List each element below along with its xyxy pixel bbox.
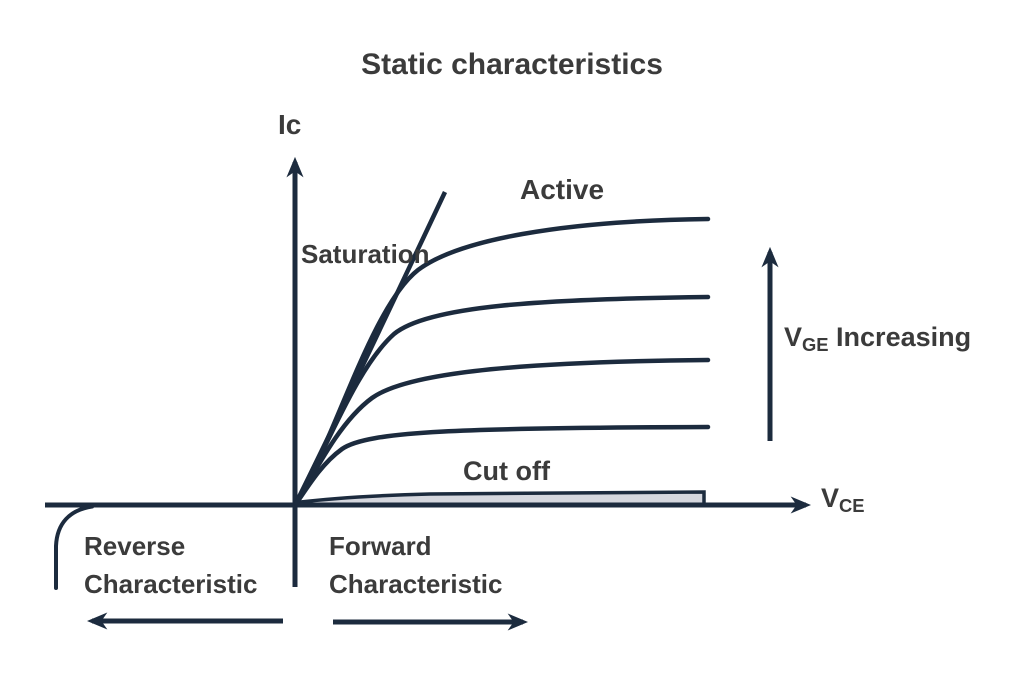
diagram-title: Static characteristics <box>361 48 663 81</box>
cutoff-region-label: Cut off <box>463 456 550 486</box>
reverse-characteristic-line2: Characteristic <box>84 569 258 599</box>
reverse-characteristic-curve <box>54 504 94 590</box>
forward-characteristic-line2: Characteristic <box>329 569 503 599</box>
cutoff-region-fill <box>296 492 704 504</box>
vge-increasing-label: VGE Increasing <box>784 322 972 356</box>
cutoff-region-border <box>295 490 706 505</box>
vge-label-text: Increasing <box>828 322 972 352</box>
reverse-characteristic-label: Reverse Characteristic <box>84 527 257 603</box>
forward-characteristic-label: Forward Characteristic <box>329 527 502 603</box>
vge-curve-2 <box>293 357 711 507</box>
x-axis-label: VCE <box>821 483 865 517</box>
vge-label-subscript: GE <box>802 334 829 356</box>
y-axis-label: Ic <box>278 109 302 140</box>
reverse-characteristic-line1: Reverse <box>84 531 186 561</box>
x-axis-label-base: V <box>821 483 840 513</box>
saturation-region-label: Saturation <box>301 239 430 269</box>
x-axis-label-subscript: CE <box>839 495 865 517</box>
vge-curve-1 <box>293 424 711 507</box>
forward-characteristic-line1: Forward <box>329 531 432 561</box>
vge-label-base: V <box>784 322 803 352</box>
active-region-label: Active <box>520 174 605 205</box>
vge-curve-3 <box>293 294 711 507</box>
